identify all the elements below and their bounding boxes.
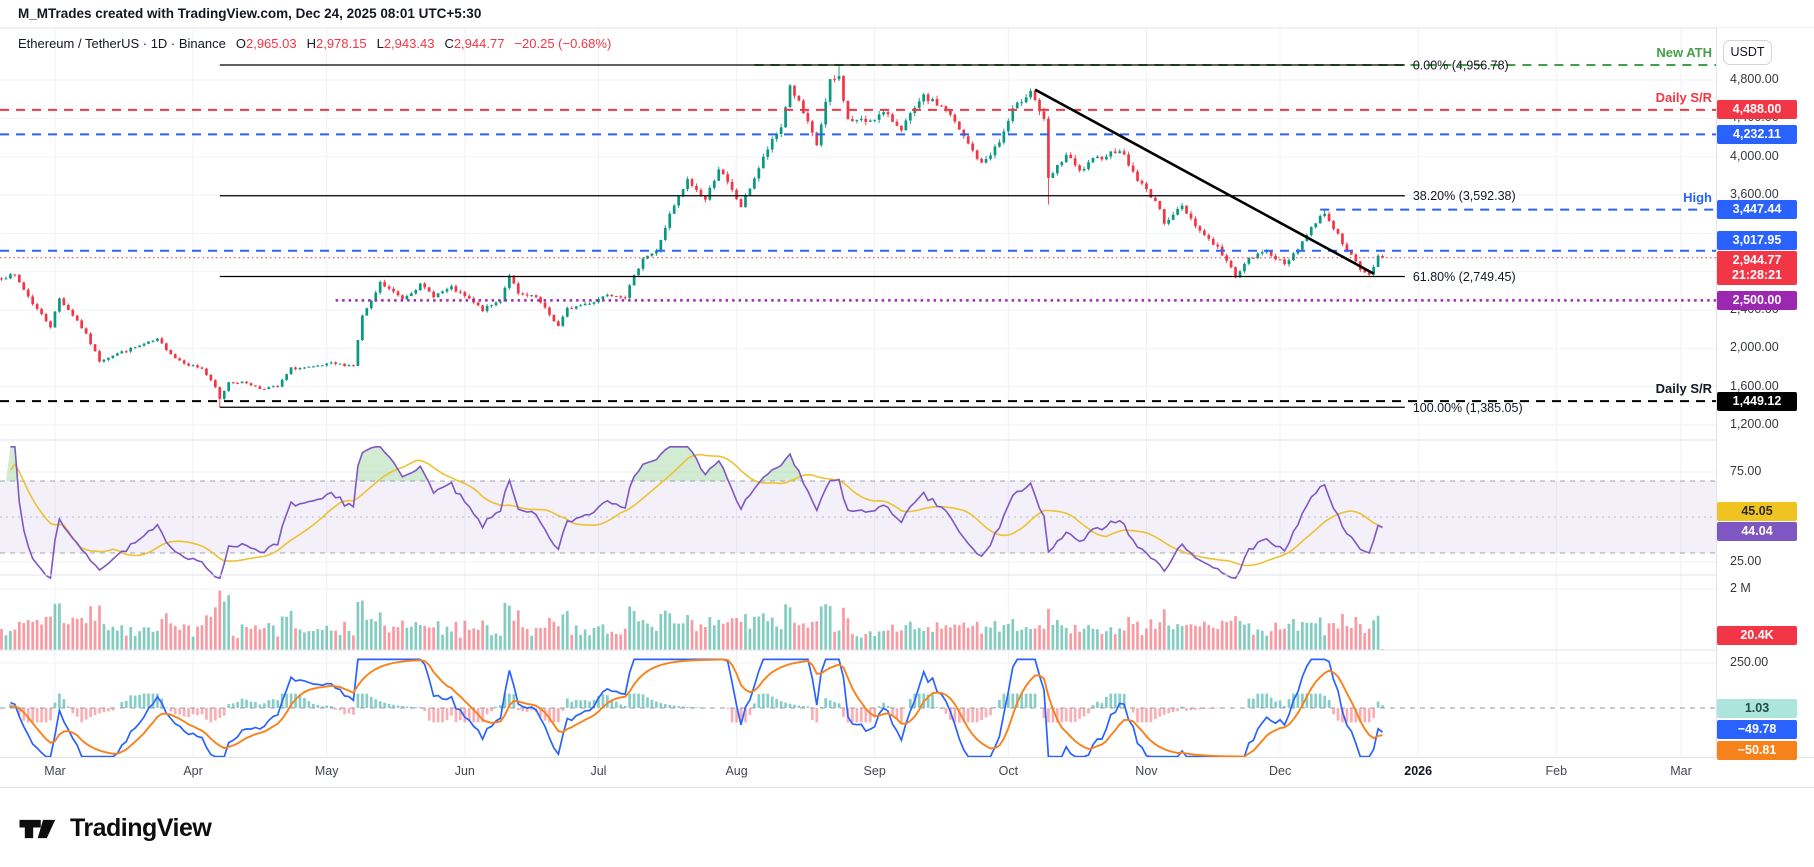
chart-attribution: M_MTrades created with TradingView.com, … xyxy=(18,6,482,21)
level-annotation: High xyxy=(1683,189,1712,205)
symbol-title: Ethereum / TetherUS · 1D · Binance xyxy=(18,36,226,51)
gridlines xyxy=(0,28,1716,757)
price-tick-label: 4,800.00 xyxy=(1730,72,1779,86)
footer: TradingView xyxy=(0,786,1814,867)
price-tick-label: 4,000.00 xyxy=(1730,148,1779,163)
fib-retracement: 0.00% (4,956.78) 38.20% (3,592.38) 61.80% … xyxy=(219,58,1523,415)
price-tick-label: 1,600.00 xyxy=(1730,378,1779,393)
change-value: −20.25 (−0.68%) xyxy=(514,36,612,51)
time-axis-label: Jun xyxy=(454,764,475,778)
level-annotation: Daily S/R xyxy=(1655,89,1712,105)
ohlc-open: O2,965.03 xyxy=(235,36,297,51)
axis-value-chip: 4,232.11 xyxy=(1717,124,1797,144)
descending-trendline[interactable] xyxy=(1034,88,1375,275)
fib-level-label: 61.80% (2,749.45) xyxy=(1413,270,1516,284)
osc-tick-label: 250.00 xyxy=(1730,655,1769,669)
axis-value-chip: 2,500.00 xyxy=(1717,290,1797,310)
fib-level-label: 0.00% (4,956.78) xyxy=(1413,58,1509,72)
fib-level-label: 38.20% (3,592.38) xyxy=(1413,189,1516,203)
price-tick-label: 2,000.00 xyxy=(1730,340,1779,355)
tradingview-logo-icon xyxy=(19,819,56,838)
fib-level-label: 100.00% (1,385.05) xyxy=(1413,401,1523,415)
ohlc-high: H2,978.15 xyxy=(306,36,367,51)
time-axis-label: Aug xyxy=(725,764,748,778)
time-axis[interactable]: Mar Apr May Jun Jul Aug Sep Oct Nov Dec 2026 Feb Mar xyxy=(0,757,1814,788)
time-axis-label: Feb xyxy=(1545,764,1568,778)
level-annotation: Daily S/R xyxy=(1655,381,1712,397)
axis-value-chip: 44.04 xyxy=(1717,522,1797,542)
chart-canvas[interactable]: 0.00% (4,956.78) 38.20% (3,592.38) 61.80% … xyxy=(0,0,1814,791)
axis-value-chip: 1,449.12 xyxy=(1717,391,1797,411)
currency-toggle-button[interactable]: USDT xyxy=(1723,40,1772,65)
axis-value-chip: 45.05 xyxy=(1717,502,1797,522)
axis-value-chip: −49.78 xyxy=(1717,719,1797,739)
volume-tick-label: 2 M xyxy=(1730,581,1751,595)
time-axis-label: 2026 xyxy=(1404,764,1433,778)
ohlc-close: C2,944.77 xyxy=(444,36,505,51)
tradingview-logo-text: TradingView xyxy=(70,814,212,842)
axis-value-chip: 4,488.00 xyxy=(1717,100,1797,120)
time-axis-label: Jul xyxy=(590,764,607,778)
level-annotation: New ATH xyxy=(1656,44,1712,60)
time-axis-label: Sep xyxy=(863,764,886,778)
time-axis-label: Mar xyxy=(1670,764,1692,778)
rsi-tick-label: 25.00 xyxy=(1730,554,1762,568)
price-tick-label: 1,200.00 xyxy=(1730,416,1779,431)
volume-series xyxy=(0,590,1384,650)
axis-value-chip: −50.81 xyxy=(1717,740,1797,760)
time-axis-label: Mar xyxy=(44,764,66,778)
chart-svg: 0.00% (4,956.78) 38.20% (3,592.38) 61.80% … xyxy=(0,27,1814,757)
time-axis-label: Oct xyxy=(998,764,1019,778)
time-axis-label: Nov xyxy=(1135,764,1158,778)
oscillator-series xyxy=(0,658,1716,757)
time-axis-label: Dec xyxy=(1268,764,1292,778)
time-axis-label: May xyxy=(314,764,339,778)
rsi-tick-label: 75.00 xyxy=(1730,464,1762,478)
time-axis-label: Apr xyxy=(183,764,203,778)
price-tick-label: 3,600.00 xyxy=(1730,186,1779,201)
axis-value-chip: 3,447.44 xyxy=(1717,200,1797,220)
tradingview-logo[interactable]: TradingView xyxy=(18,814,212,843)
axis-value-chip: 3,017.95 xyxy=(1717,231,1797,251)
candlestick-series xyxy=(0,64,1384,408)
rsi-series xyxy=(6,446,1383,580)
axis-value-chip: 1.03 xyxy=(1717,698,1797,718)
ohlc-low: L2,943.43 xyxy=(376,36,435,51)
axis-value-chip: 20.4K xyxy=(1717,625,1797,645)
symbol-legend: Ethereum / TetherUS · 1D · Binance O2,96… xyxy=(18,36,611,51)
axis-value-chip: 2,944.77 21:28:21 xyxy=(1717,251,1797,286)
